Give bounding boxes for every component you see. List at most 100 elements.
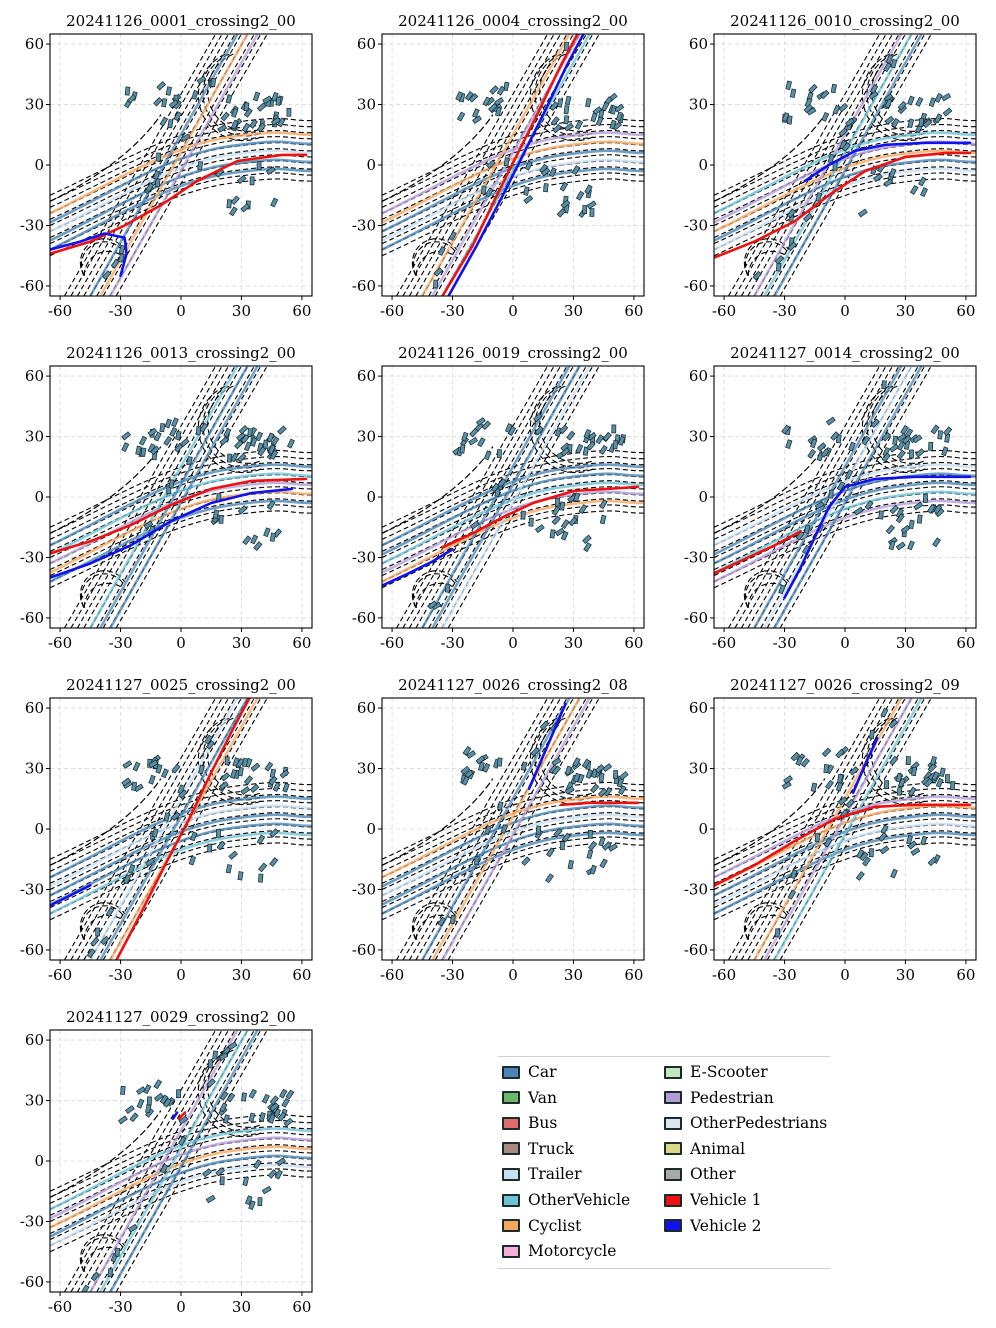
legend-swatch xyxy=(502,1167,520,1181)
y-tick-label: 0 xyxy=(698,488,708,506)
legend: Car Van Bus Truck Trailer OtherVehicle Cyclist… xyxy=(498,1056,830,1269)
agent-boxes xyxy=(86,734,290,959)
y-tick-label: 60 xyxy=(25,699,44,717)
legend-swatch xyxy=(502,1091,520,1105)
y-tick-label: -60 xyxy=(352,277,376,295)
y-tick-label: -30 xyxy=(20,1212,44,1230)
agent-boxes xyxy=(437,720,629,927)
x-tick-label: 30 xyxy=(232,1298,251,1316)
x-tick-label: -60 xyxy=(48,966,72,984)
trajectory-overlay xyxy=(382,366,644,628)
y-tick-label: -30 xyxy=(352,216,376,234)
y-tick-label: -60 xyxy=(20,609,44,627)
y-tick-label: 30 xyxy=(25,1092,44,1110)
legend-item-vehicle-2: Vehicle 2 xyxy=(664,1215,761,1237)
x-tick-label: 60 xyxy=(956,302,975,320)
legend-item-trailer: Trailer xyxy=(502,1163,582,1185)
x-tick-label: 0 xyxy=(176,966,186,984)
series-vehicle-2 xyxy=(171,1111,179,1120)
series-vehicle-1 xyxy=(714,151,972,259)
lane-map xyxy=(382,698,644,960)
legend-item-animal: Animal xyxy=(664,1138,745,1160)
legend-swatch xyxy=(502,1065,520,1079)
series-vehicle-1 xyxy=(441,34,579,296)
x-tick-label: 60 xyxy=(956,966,975,984)
y-tick-label: -60 xyxy=(352,609,376,627)
legend-swatch xyxy=(502,1219,520,1233)
subplot-title: 20241126_0013_crossing2_00 xyxy=(66,344,296,362)
y-tick-label: -60 xyxy=(684,941,708,959)
subplot-3: 20241126_0013_crossing2_00 -60 -30 0 30 60 -60… xyxy=(20,344,313,652)
series-vehicle-2 xyxy=(50,232,128,278)
y-tick-label: 0 xyxy=(34,156,44,174)
y-tick-label: 60 xyxy=(357,35,376,53)
x-tick-label: -30 xyxy=(772,634,796,652)
x-tick-label: 0 xyxy=(176,634,186,652)
legend-label: Pedestrian xyxy=(690,1088,774,1107)
legend-swatch xyxy=(502,1244,520,1258)
x-tick-label: 30 xyxy=(232,302,251,320)
legend-swatch xyxy=(664,1193,682,1207)
legend-label: Trailer xyxy=(528,1165,582,1184)
series-vehicle-1 xyxy=(177,1111,187,1120)
y-tick-label: -30 xyxy=(20,548,44,566)
y-tick-label: 30 xyxy=(357,96,376,114)
series-vehicle-1 xyxy=(560,801,640,807)
subplot-title: 20241126_0019_crossing2_00 xyxy=(398,344,628,362)
y-tick-label: -60 xyxy=(20,1273,44,1291)
subplot-title: 20241126_0001_crossing2_00 xyxy=(66,12,296,30)
legend-swatch xyxy=(502,1116,520,1130)
x-tick-label: -30 xyxy=(108,302,132,320)
x-tick-label: 0 xyxy=(508,302,518,320)
y-tick-label: -30 xyxy=(352,880,376,898)
x-tick-label: 0 xyxy=(840,302,850,320)
x-tick-label: 0 xyxy=(176,1298,186,1316)
y-tick-label: 0 xyxy=(34,820,44,838)
series-vehicle-1 xyxy=(714,803,972,887)
subplot-7: 20241127_0026_crossing2_08 -60 -30 0 30 60 -60… xyxy=(352,676,645,984)
x-tick-label: -60 xyxy=(48,302,72,320)
x-tick-label: 30 xyxy=(896,634,915,652)
agent-boxes xyxy=(81,1041,295,1292)
legend-swatch xyxy=(664,1116,682,1130)
y-tick-label: 30 xyxy=(25,760,44,778)
y-tick-label: -30 xyxy=(20,216,44,234)
x-tick-label: 60 xyxy=(292,302,311,320)
legend-label: Van xyxy=(528,1088,557,1107)
x-tick-label: 30 xyxy=(564,302,583,320)
x-tick-label: 0 xyxy=(508,634,518,652)
x-tick-label: -60 xyxy=(48,1298,72,1316)
series-vehicle-2 xyxy=(50,487,294,579)
legend-item-cyclist: Cyclist xyxy=(502,1215,581,1237)
lane-map xyxy=(50,698,312,960)
y-tick-label: 30 xyxy=(25,428,44,446)
legend-label: E-Scooter xyxy=(690,1063,768,1081)
legend-item-e-scooter: E-Scooter xyxy=(664,1061,768,1083)
legend-swatch xyxy=(664,1167,682,1181)
series-vehicle-1 xyxy=(50,153,308,255)
y-tick-label: 30 xyxy=(689,96,708,114)
x-tick-label: 0 xyxy=(840,634,850,652)
legend-swatch xyxy=(664,1065,682,1079)
subplot-1: 20241126_0004_crossing2_00 -60 -30 0 30 60 -60… xyxy=(352,12,645,320)
series-vehicle-2 xyxy=(382,548,454,587)
y-tick-label: 0 xyxy=(698,820,708,838)
y-tick-label: 0 xyxy=(34,1152,44,1170)
x-tick-label: -60 xyxy=(380,966,404,984)
y-tick-label: 30 xyxy=(357,760,376,778)
y-tick-label: -30 xyxy=(684,548,708,566)
legend-label: Vehicle 1 xyxy=(690,1191,762,1209)
subplot-5: 20241127_0014_crossing2_00 -60 -30 0 30 60 -60… xyxy=(684,344,977,652)
y-tick-label: 30 xyxy=(689,428,708,446)
y-tick-label: 60 xyxy=(689,367,708,385)
legend-label: Cyclist xyxy=(528,1216,582,1235)
series-vehicle-2 xyxy=(50,884,92,907)
y-tick-label: -30 xyxy=(684,880,708,898)
x-tick-label: -60 xyxy=(380,634,404,652)
y-tick-label: -60 xyxy=(684,277,708,295)
y-tick-label: 0 xyxy=(366,156,376,174)
subplot-4: 20241126_0019_crossing2_00 -60 -30 0 30 60 -60… xyxy=(352,344,645,652)
x-tick-label: -30 xyxy=(440,634,464,652)
y-tick-label: 60 xyxy=(689,35,708,53)
y-tick-label: 30 xyxy=(689,760,708,778)
